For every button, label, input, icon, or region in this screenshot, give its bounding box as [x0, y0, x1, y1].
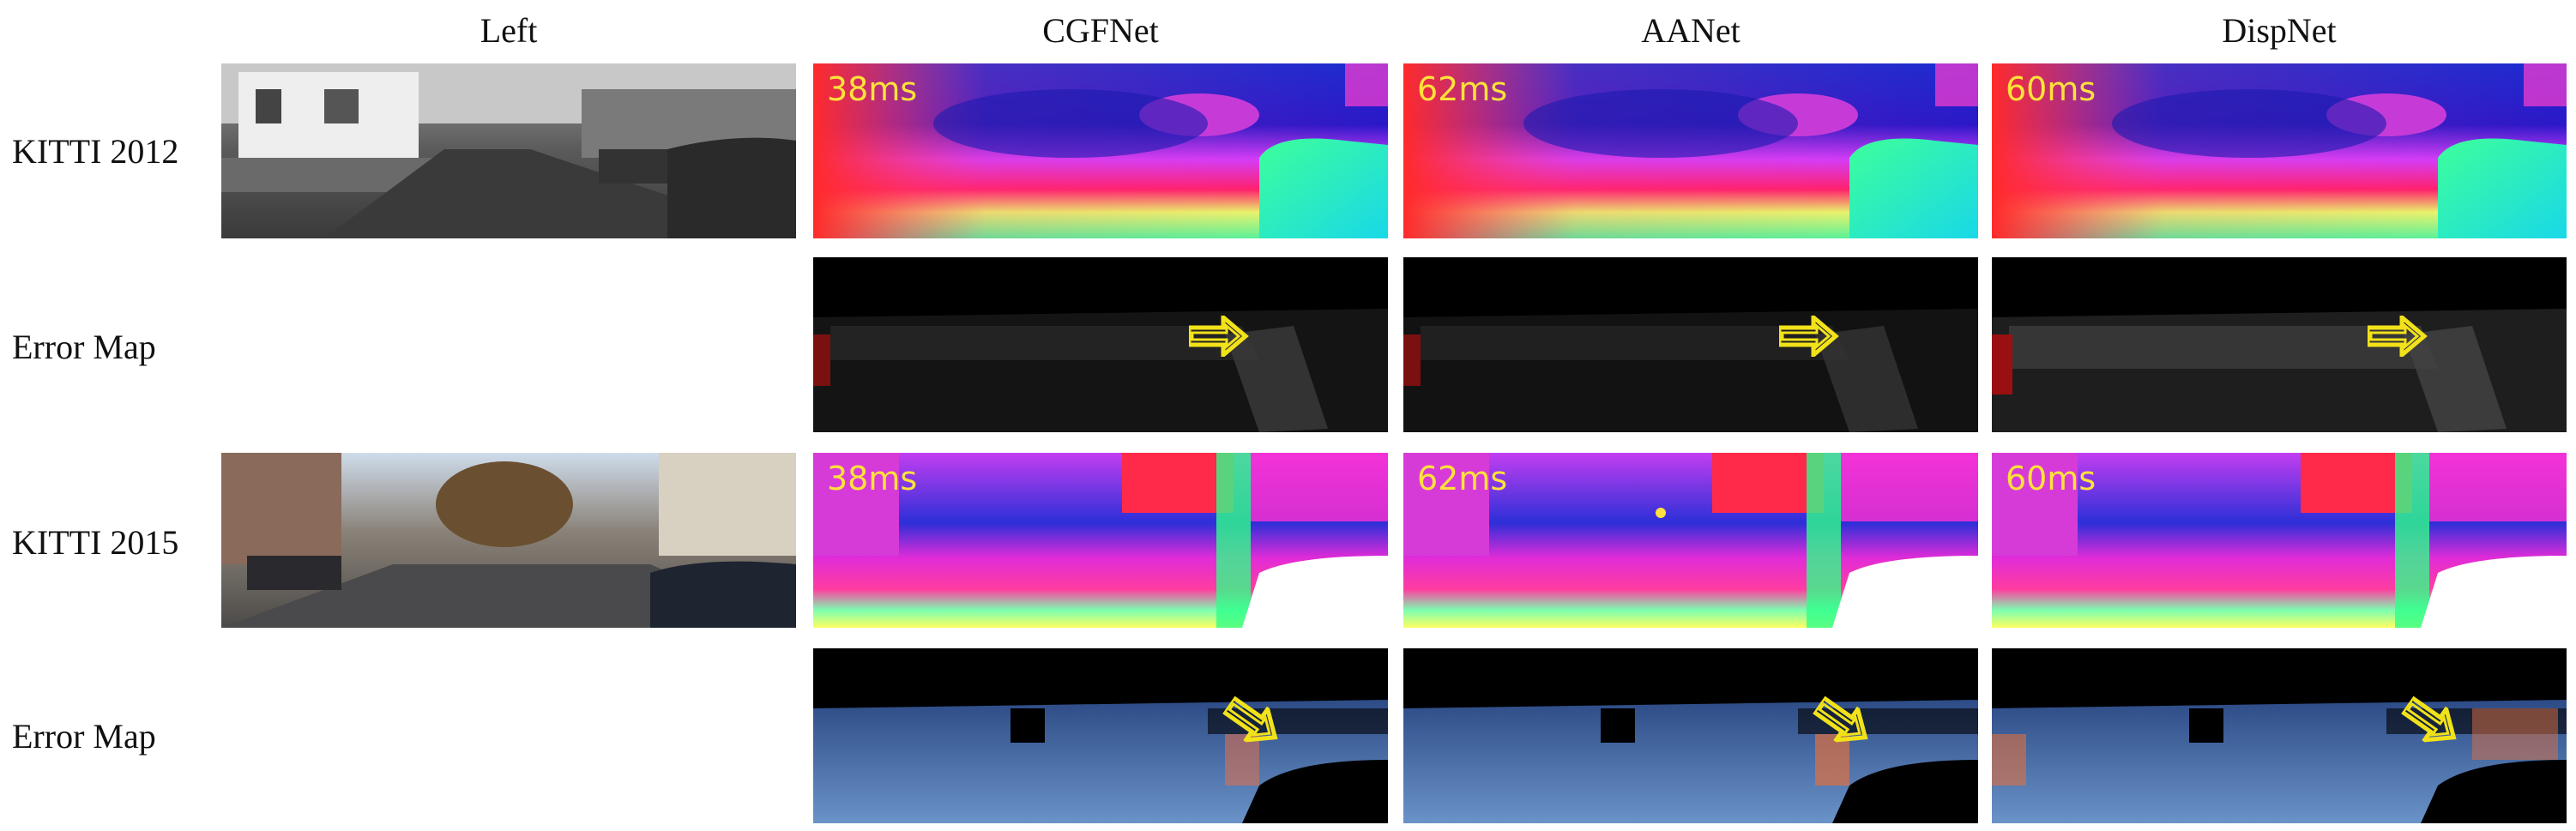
row-header-kitti2012: KITTI 2012 — [12, 132, 179, 171]
error-map-aanet-kitti2012 — [1403, 257, 1978, 432]
left-image-kitti2015 — [221, 453, 796, 628]
disparity-aanet-kitti2012: 62ms — [1403, 63, 1978, 238]
timing-label: 62ms — [1417, 70, 1508, 108]
row-header-kitti2015: KITTI 2015 — [12, 523, 179, 562]
column-header-cgfnet: CGFNet — [1042, 11, 1159, 50]
timing-label: 60ms — [2006, 460, 2096, 497]
disparity-aanet-kitti2015: 62ms — [1403, 453, 1978, 628]
timing-label: 60ms — [2006, 70, 2096, 108]
row-header-error-map-2: Error Map — [12, 717, 156, 756]
timing-label: 38ms — [827, 70, 918, 108]
error-map-cgfnet-kitti2012 — [813, 257, 1388, 432]
error-map-cgfnet-kitti2015 — [813, 648, 1388, 823]
timing-label: 38ms — [827, 460, 918, 497]
error-map-dispnet-kitti2015 — [1992, 648, 2567, 823]
column-header-dispnet: DispNet — [2222, 11, 2337, 50]
timing-label: 62ms — [1417, 460, 1508, 497]
disparity-dispnet-kitti2015: 60ms — [1992, 453, 2567, 628]
column-header-left: Left — [480, 11, 538, 50]
left-image-kitti2012 — [221, 63, 796, 238]
disparity-cgfnet-kitti2012: 38ms — [813, 63, 1388, 238]
column-header-aanet: AANet — [1641, 11, 1740, 50]
row-header-error-map-1: Error Map — [12, 328, 156, 366]
highlight-arrow-icon — [2368, 316, 2428, 357]
disparity-dispnet-kitti2012: 60ms — [1992, 63, 2567, 238]
error-map-dispnet-kitti2012 — [1992, 257, 2567, 432]
error-map-aanet-kitti2015 — [1403, 648, 1978, 823]
disparity-cgfnet-kitti2015: 38ms — [813, 453, 1388, 628]
highlight-arrow-icon — [1779, 316, 1839, 357]
highlight-arrow-icon — [1189, 316, 1249, 357]
